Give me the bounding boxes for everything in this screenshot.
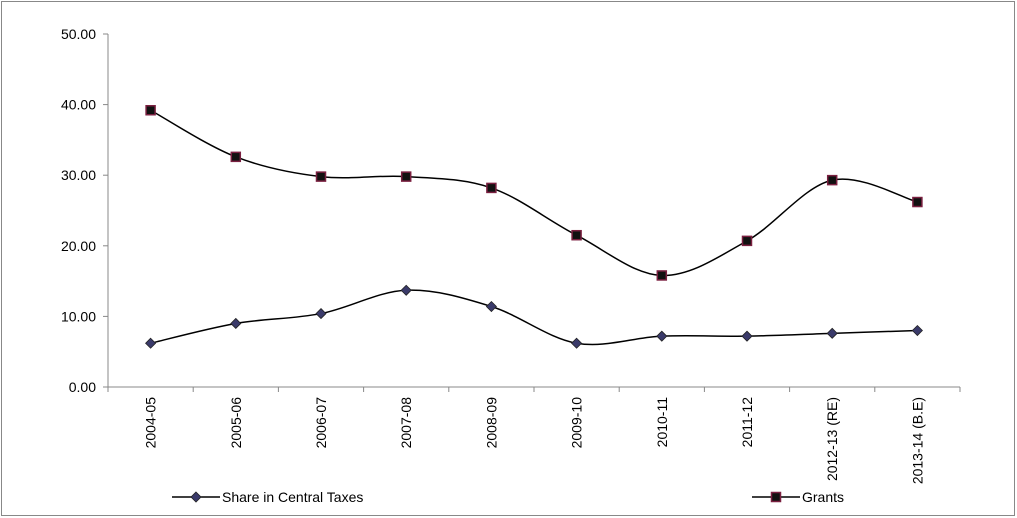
point xyxy=(741,235,753,247)
x-tick-label: 2006-07 xyxy=(313,397,329,449)
point xyxy=(911,324,923,337)
point xyxy=(315,308,327,320)
legend-label: Share in Central Taxes xyxy=(222,489,363,505)
point xyxy=(400,171,412,182)
legend-label: Grants xyxy=(802,489,844,505)
y-tick-label: 10.00 xyxy=(61,308,96,324)
legend-marker xyxy=(770,491,782,503)
point xyxy=(741,330,753,342)
y-tick-label: 50.00 xyxy=(61,26,96,42)
point xyxy=(145,337,157,349)
y-tick-label: 40.00 xyxy=(61,97,96,113)
legend-marker xyxy=(190,491,202,503)
point xyxy=(145,104,156,116)
x-tick-label: 2010-11 xyxy=(654,397,670,448)
y-tick-label: 0.00 xyxy=(69,379,96,395)
point xyxy=(571,229,582,241)
point xyxy=(400,284,412,296)
point xyxy=(485,300,497,313)
x-tick-label: 2007-08 xyxy=(398,397,414,449)
point xyxy=(656,330,668,342)
point xyxy=(826,327,838,339)
series-line xyxy=(150,109,918,277)
point xyxy=(486,182,497,194)
x-tick-label: 2011-12 xyxy=(739,397,755,448)
x-tick-label: 2008-09 xyxy=(483,397,499,449)
x-tick-label: 2013-14 (B.E) xyxy=(909,397,925,484)
series-line xyxy=(150,289,918,346)
y-tick-label: 30.00 xyxy=(61,167,96,183)
x-tick-label: 2005-06 xyxy=(228,397,244,449)
point xyxy=(912,196,923,208)
x-tick-label: 2012-13 (RE) xyxy=(824,397,840,481)
point xyxy=(315,171,327,182)
point xyxy=(571,337,583,349)
x-tick-label: 2004-05 xyxy=(143,397,159,449)
point xyxy=(230,317,242,330)
point xyxy=(826,174,838,186)
point xyxy=(656,270,668,281)
point xyxy=(230,151,242,163)
y-tick-label: 20.00 xyxy=(61,238,96,254)
x-tick-label: 2009-10 xyxy=(569,397,585,449)
